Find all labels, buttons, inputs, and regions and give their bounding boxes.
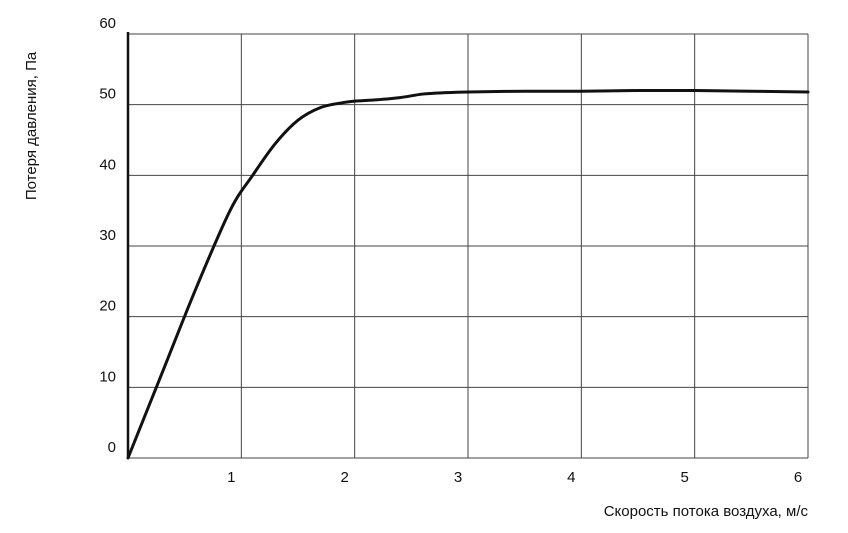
x-tick-label-1: 1 — [227, 469, 235, 486]
x-axis-title: Скорость потока воздуха, м/с — [604, 503, 809, 520]
x-tick-label-3: 3 — [454, 469, 462, 486]
y-tick-label-40: 40 — [99, 156, 116, 173]
y-tick-label-50: 50 — [99, 86, 116, 103]
y-tick-label-60: 60 — [99, 15, 116, 32]
tick-labels: 0 10 20 30 40 50 60 1 2 3 4 5 6 — [99, 15, 802, 486]
x-tick-label-5: 5 — [680, 469, 688, 486]
x-tick-label-4: 4 — [567, 469, 575, 486]
grid — [128, 33, 809, 459]
x-tick-label-2: 2 — [340, 469, 348, 486]
series — [126, 88, 810, 460]
series-line-0 — [126, 88, 810, 460]
y-tick-label-0: 0 — [108, 439, 116, 456]
x-tick-label-6: 6 — [794, 469, 802, 486]
y-tick-label-10: 10 — [99, 368, 116, 385]
y-axis-title: Потеря давления, Па — [23, 51, 40, 200]
y-tick-label-30: 30 — [99, 227, 116, 244]
y-tick-label-20: 20 — [99, 298, 116, 315]
